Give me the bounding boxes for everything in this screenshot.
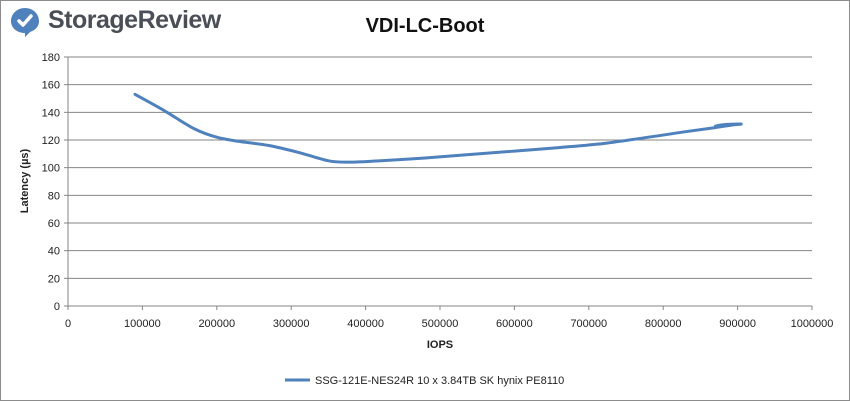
y-tick-label: 0	[54, 301, 60, 313]
brand-logo: StorageReview	[8, 6, 228, 38]
y-axis-ticks: 0 20 40 60 80 100 120 140 160 180	[42, 52, 68, 313]
chart-title: VDI-LC-Boot	[366, 15, 485, 37]
y-tick-label: 40	[48, 246, 60, 258]
y-tick-label: 160	[42, 80, 60, 92]
x-tick-label: 300000	[273, 318, 310, 330]
y-tick-label: 60	[48, 218, 60, 230]
y-axis-title: Latency (µs)	[19, 148, 31, 213]
y-tick-label: 20	[48, 273, 60, 285]
gridlines	[68, 56, 812, 279]
x-tick-label: 700000	[570, 318, 607, 330]
x-axis-title: IOPS	[427, 339, 453, 351]
y-tick-label: 180	[42, 52, 60, 64]
x-tick-label: 900000	[719, 318, 756, 330]
storagereview-logo-icon	[11, 8, 39, 37]
brand-name: StorageReview	[48, 6, 221, 34]
x-tick-label: 600000	[496, 318, 533, 330]
x-tick-label: 0	[65, 318, 71, 330]
series-line-0	[133, 92, 743, 164]
legend-label-0: SSG-121E-NES24R 10 x 3.84TB SK hynix PE8…	[315, 375, 564, 387]
series-layer	[133, 92, 743, 164]
x-tick-label: 200000	[198, 318, 235, 330]
legend: SSG-121E-NES24R 10 x 3.84TB SK hynix PE8…	[285, 375, 564, 387]
x-tick-label: 100000	[124, 318, 161, 330]
x-tick-label: 400000	[347, 318, 384, 330]
x-tick-label: 500000	[422, 318, 459, 330]
y-tick-label: 100	[42, 163, 60, 175]
y-tick-label: 120	[42, 135, 60, 147]
y-tick-label: 80	[48, 190, 60, 202]
x-axis-ticks: 0 100000 200000 300000 400000 500000 600000 700…	[65, 306, 833, 330]
x-tick-label: 800000	[645, 318, 682, 330]
y-tick-label: 140	[42, 107, 60, 119]
x-tick-label: 1000000	[791, 318, 834, 330]
